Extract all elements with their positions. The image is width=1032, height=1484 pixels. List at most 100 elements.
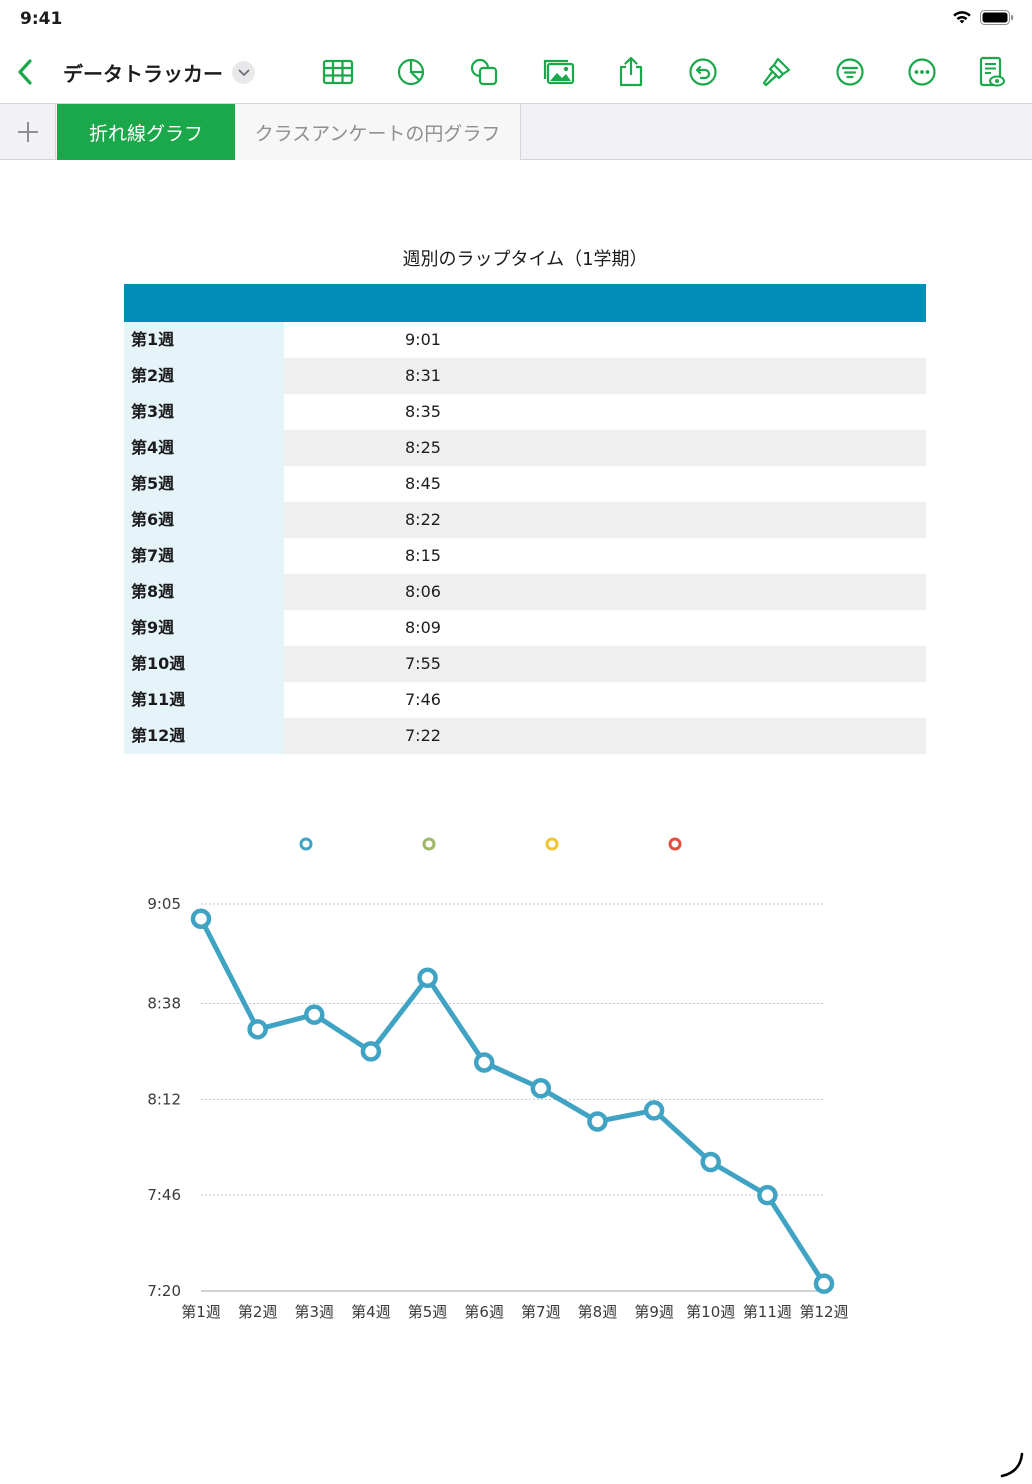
row-label-cell[interactable]: 第12週 (124, 718, 284, 754)
legend-marker[interactable] (668, 837, 682, 851)
share-button[interactable] (613, 54, 649, 90)
lap-time-cell[interactable]: 7:22 (284, 718, 926, 754)
chevron-left-icon (18, 59, 32, 85)
share-icon (619, 56, 643, 87)
row-label-cell[interactable]: 第6週 (124, 502, 284, 538)
x-tick-label: 第4週 (351, 1303, 391, 1321)
table-row[interactable]: 第12週 7:22 (124, 718, 926, 754)
reader-view-icon (979, 56, 1005, 87)
x-tick-label: 第12週 (799, 1303, 848, 1321)
y-tick-label: 8:38 (147, 995, 181, 1013)
row-label-cell[interactable]: 第4週 (124, 430, 284, 466)
table-row[interactable]: 第2週 8:31 (124, 358, 926, 394)
lap-time-cell[interactable]: 7:55 (284, 646, 926, 682)
lap-time-cell[interactable]: 8:35 (284, 394, 926, 430)
row-label-cell[interactable]: 第7週 (124, 538, 284, 574)
data-point[interactable] (700, 1151, 721, 1173)
data-point[interactable] (473, 1052, 495, 1073)
filter-button[interactable] (832, 54, 868, 90)
data-point[interactable] (530, 1078, 552, 1099)
data-point[interactable] (304, 1004, 325, 1025)
back-button[interactable] (12, 56, 38, 88)
lap-time-cell[interactable]: 8:45 (284, 466, 926, 502)
x-tick-label: 第6週 (464, 1303, 504, 1321)
table-icon (322, 59, 354, 85)
lap-time-cell[interactable]: 8:31 (284, 358, 926, 394)
x-tick-label: 第7週 (521, 1303, 561, 1321)
plus-icon (17, 122, 38, 142)
insert-media-button[interactable] (541, 54, 577, 90)
lap-time-cell[interactable]: 8:09 (284, 610, 926, 646)
table-header-row[interactable] (124, 284, 926, 322)
legend-marker[interactable] (545, 837, 559, 851)
status-time: 9:41 (20, 9, 63, 29)
more-icon (908, 58, 936, 86)
row-label-cell[interactable]: 第11週 (124, 682, 284, 718)
shapes-icon (470, 58, 498, 86)
document-title[interactable]: データトラッカー (63, 62, 223, 86)
add-sheet-button[interactable] (0, 104, 56, 160)
lap-time-cell[interactable]: 8:15 (284, 538, 926, 574)
x-tick-label: 第11週 (743, 1303, 792, 1321)
table-row[interactable]: 第5週 8:45 (124, 466, 926, 502)
insert-table-button[interactable] (320, 54, 356, 90)
data-point[interactable] (360, 1041, 382, 1062)
table-row[interactable]: 第10週 7:55 (124, 646, 926, 682)
table-row[interactable]: 第11週 7:46 (124, 682, 926, 718)
data-point[interactable] (757, 1184, 778, 1206)
legend-marker[interactable] (422, 837, 436, 851)
table-row[interactable]: 第7週 8:15 (124, 538, 926, 574)
lap-time-line-chart[interactable]: 9:05 8:38 8:12 7:46 7:20 第1週 第2週 第3週 第4週 第5週 第6週 第7… (0, 820, 1032, 1340)
row-label-cell[interactable]: 第10週 (124, 646, 284, 682)
lap-time-table[interactable]: 第1週 9:01 第2週 8:31 第3週 8:35 第4週 8:25 第5週 8:45 第6週 8:… (124, 284, 926, 754)
data-point[interactable] (190, 908, 212, 929)
x-tick-label: 第1週 (181, 1303, 221, 1321)
lap-time-cell[interactable]: 8:25 (284, 430, 926, 466)
lap-time-cell[interactable]: 8:06 (284, 574, 926, 610)
series-line[interactable] (198, 916, 827, 1287)
data-point[interactable] (587, 1111, 608, 1132)
data-point[interactable] (417, 967, 438, 988)
row-label-cell[interactable]: 第1週 (124, 322, 284, 358)
toolbar: データトラッカー (0, 40, 1032, 104)
y-tick-label: 7:46 (147, 1186, 181, 1204)
x-tick-label: 第8週 (578, 1303, 618, 1321)
lap-time-cell[interactable]: 7:46 (284, 682, 926, 718)
title-menu-button[interactable] (232, 61, 255, 84)
table-row[interactable]: 第4週 8:25 (124, 430, 926, 466)
row-label-cell[interactable]: 第9週 (124, 610, 284, 646)
y-tick-label: 9:05 (147, 895, 181, 913)
insert-shape-button[interactable] (466, 54, 502, 90)
table-row[interactable]: 第1週 9:01 (124, 322, 926, 358)
undo-button[interactable] (685, 54, 721, 90)
insert-chart-button[interactable] (393, 54, 429, 90)
more-button[interactable] (904, 54, 940, 90)
row-label-cell[interactable]: 第5週 (124, 466, 284, 502)
data-point[interactable] (813, 1273, 835, 1294)
x-tick-label: 第3週 (294, 1303, 334, 1321)
lap-time-cell[interactable]: 9:01 (284, 322, 926, 358)
format-button[interactable] (758, 54, 794, 90)
table-row[interactable]: 第3週 8:35 (124, 394, 926, 430)
x-tick-label: 第10週 (686, 1303, 735, 1321)
y-tick-label: 7:20 (147, 1282, 181, 1300)
tab-class-survey-pie-chart[interactable]: クラスアンケートの円グラフ (235, 104, 521, 160)
table-row[interactable]: 第9週 8:09 (124, 610, 926, 646)
row-label-cell[interactable]: 第2週 (124, 358, 284, 394)
reader-view-button[interactable] (973, 54, 1009, 90)
filter-icon (836, 58, 864, 86)
lap-time-cell[interactable]: 8:22 (284, 502, 926, 538)
x-tick-label: 第9週 (634, 1303, 674, 1321)
table-row[interactable]: 第8週 8:06 (124, 574, 926, 610)
corner-curve-icon (1000, 1452, 1024, 1478)
data-point[interactable] (247, 1019, 268, 1040)
data-point[interactable] (643, 1100, 665, 1121)
table-row[interactable]: 第6週 8:22 (124, 502, 926, 538)
row-label-cell[interactable]: 第8週 (124, 574, 284, 610)
status-bar: 9:41 (0, 0, 1032, 40)
tab-line-chart[interactable]: 折れ線グラフ (57, 104, 235, 160)
chart-icon (397, 58, 425, 86)
battery-icon (980, 10, 1014, 25)
legend-marker[interactable] (299, 837, 313, 851)
row-label-cell[interactable]: 第3週 (124, 394, 284, 430)
